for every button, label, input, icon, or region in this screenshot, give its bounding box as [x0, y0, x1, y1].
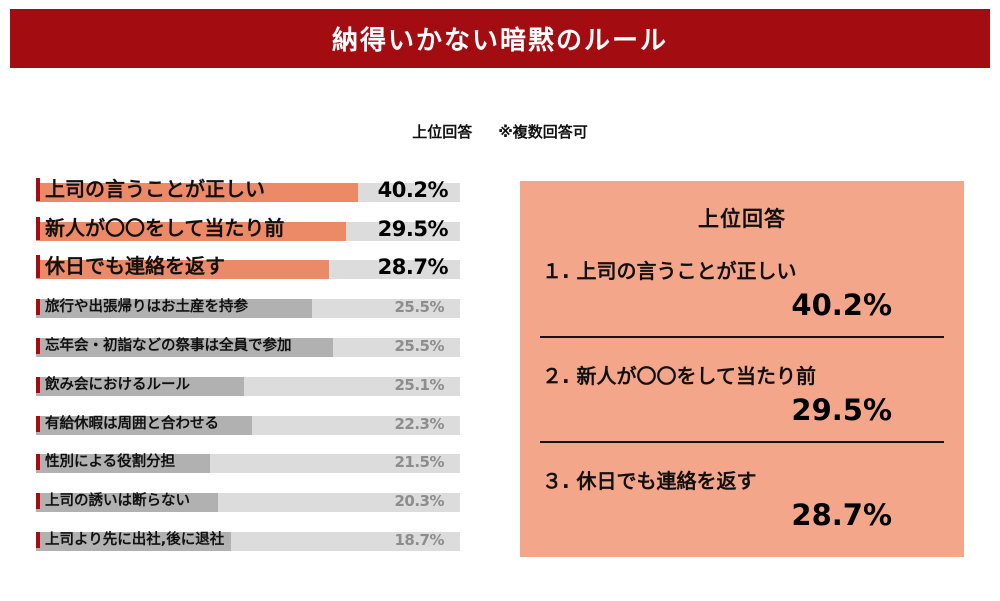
bar — [36, 454, 210, 474]
chart-row: 休日でも連絡を返す 28.7% — [36, 245, 460, 284]
chart-row: 性別による役割分担 21.5% — [36, 439, 460, 478]
bar-value: 25.5% — [394, 298, 444, 317]
bar-label: 上司の誘いは断らない — [36, 493, 190, 510]
chart-row: 忘年会・初詣などの祭事は全員で参加 25.5% — [36, 322, 460, 361]
summary-panel: 上位回答 １. 上司の言うことが正しい 40.2% ２. 新人が〇〇をして当たり前 2… — [520, 181, 964, 557]
bar-label: 上司より先に出社,後に退社 — [36, 531, 224, 548]
summary-item: ２. 新人が〇〇をして当たり前 29.5% — [542, 360, 942, 427]
summary-item-value: 40.2% — [791, 288, 892, 322]
bar-value: 21.5% — [394, 453, 444, 472]
summary-item-value: 28.7% — [791, 498, 892, 532]
subtitle-label: 上位回答 — [412, 123, 473, 141]
chart-row: 新人が〇〇をして当たり前 29.5% — [36, 206, 460, 245]
bar — [36, 531, 232, 551]
chart-row: 上司の言うことが正しい 40.2% — [36, 167, 460, 206]
bar-value: 40.2% — [377, 177, 449, 202]
summary-item: １. 上司の言うことが正しい 40.2% — [542, 255, 942, 322]
title-banner: 納得いかない暗黙のルール — [10, 9, 990, 68]
chart-row: 上司より先に出社,後に退社 18.7% — [36, 516, 460, 555]
bar-label: 性別による役割分担 — [36, 454, 175, 471]
page-title: 納得いかない暗黙のルール — [331, 26, 668, 56]
chart-row: 有給休暇は周囲と合わせる 22.3% — [36, 400, 460, 439]
summary-item-label: ３. 休日でも連絡を返す — [542, 469, 757, 493]
bar-chart: 上司の言うことが正しい 40.2% 新人が〇〇をして当たり前 29.5% 休日でも連絡を… — [36, 167, 460, 555]
chart-row: 旅行や出張帰りはお土産を持参 25.5% — [36, 283, 460, 322]
bar-label: 飲み会におけるルール — [36, 376, 190, 393]
bar-value: 25.5% — [394, 336, 444, 355]
summary-panel-items: １. 上司の言うことが正しい 40.2% ２. 新人が〇〇をして当たり前 29.5% ３… — [520, 255, 964, 532]
bar — [36, 182, 359, 202]
bar — [36, 376, 244, 396]
summary-item-label: ２. 新人が〇〇をして当たり前 — [542, 364, 816, 388]
chart-subtitle: 上位回答 ※複数回答可 — [0, 121, 1000, 142]
bar — [36, 337, 333, 357]
bar — [36, 221, 346, 241]
subtitle-note: ※複数回答可 — [498, 123, 588, 141]
bar-label: 休日でも連絡を返す — [36, 255, 225, 279]
bar — [36, 260, 329, 280]
panel-divider — [540, 336, 944, 338]
bar — [36, 415, 253, 435]
panel-divider — [540, 441, 944, 443]
bar-value: 25.1% — [394, 375, 444, 394]
bar-label: 新人が〇〇をして当たり前 — [36, 216, 284, 240]
bar-label: 旅行や出張帰りはお土産を持参 — [36, 299, 248, 316]
bar-value: 18.7% — [394, 530, 444, 549]
bar-value: 22.3% — [394, 414, 444, 433]
bar-label: 有給休暇は周囲と合わせる — [36, 415, 219, 432]
summary-item: ３. 休日でも連絡を返す 28.7% — [542, 465, 942, 532]
summary-panel-title: 上位回答 — [698, 207, 786, 231]
bar — [36, 299, 312, 319]
summary-item-value: 29.5% — [791, 393, 892, 427]
bar-label: 上司の言うことが正しい — [36, 177, 265, 201]
summary-item-label: １. 上司の言うことが正しい — [542, 259, 797, 283]
bar-label: 忘年会・初詣などの祭事は全員で参加 — [36, 337, 292, 354]
bar-value: 29.5% — [377, 216, 449, 241]
chart-row: 飲み会におけるルール 25.1% — [36, 361, 460, 400]
bar-value: 20.3% — [394, 492, 444, 511]
chart-row: 上司の誘いは断らない 20.3% — [36, 477, 460, 516]
bar — [36, 493, 219, 513]
bar-value: 28.7% — [377, 255, 449, 280]
